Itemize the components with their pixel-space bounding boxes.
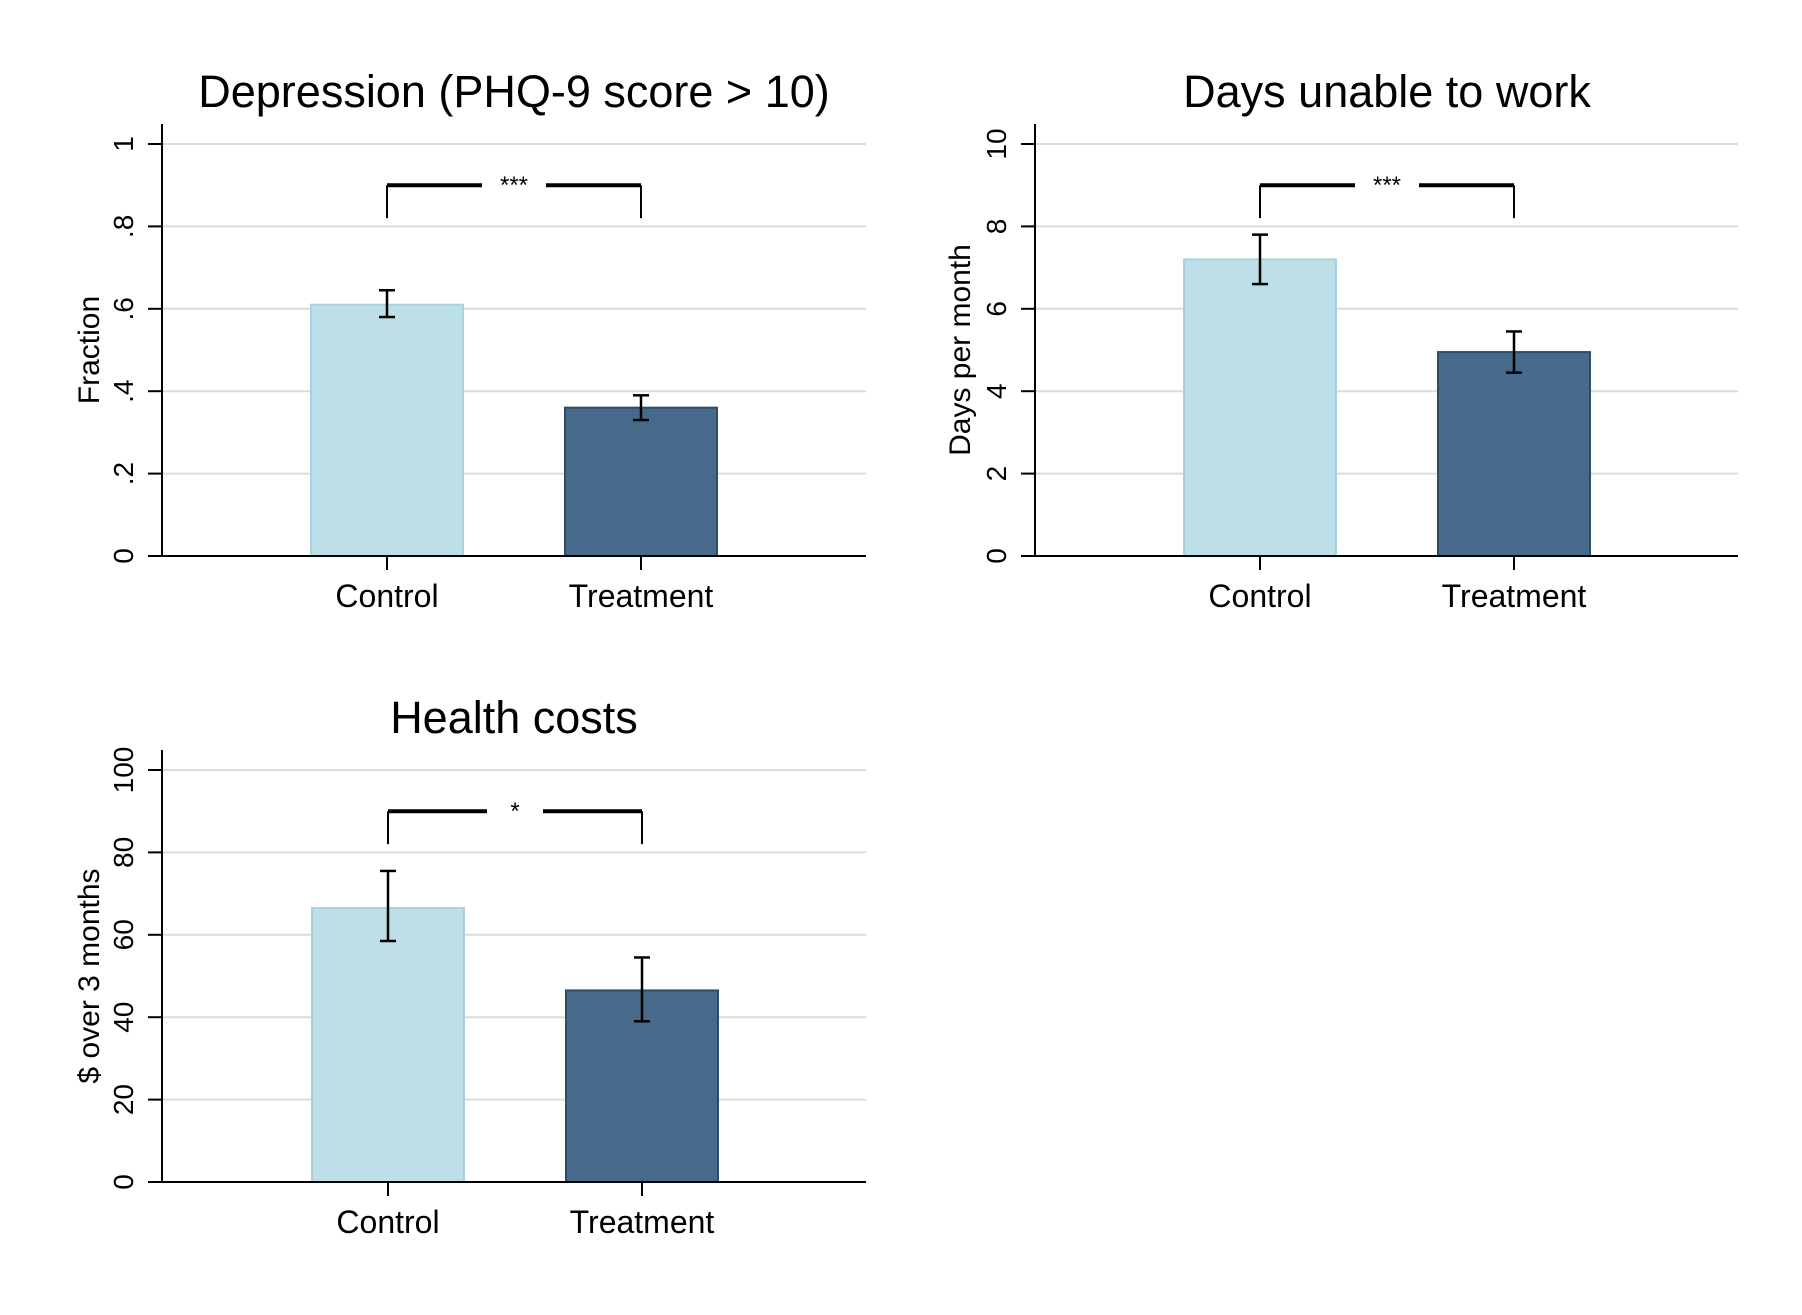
y-tick-label: .6: [108, 297, 139, 320]
y-tick-label: 60: [108, 919, 139, 950]
bar: [310, 303, 464, 557]
y-tick-label: .8: [108, 215, 139, 238]
chart-panel: 0 20 40 60 80 100 Control Treatment $ over 3 mon…: [73, 692, 866, 1240]
chart-title: Depression (PHQ-9 score > 10): [198, 66, 830, 117]
y-tick-label: .2: [108, 462, 139, 485]
x-tick-label: Control: [335, 578, 438, 614]
y-tick-label: 100: [108, 747, 139, 794]
x-tick-label: Treatment: [1442, 578, 1587, 614]
bar: [311, 907, 465, 1184]
significance-label: ***: [1373, 172, 1401, 199]
y-tick-label: 0: [981, 548, 1012, 564]
y-tick-label: 20: [108, 1084, 139, 1115]
bar: [564, 406, 718, 557]
chart-title: Days unable to work: [1183, 66, 1591, 117]
y-axis-title: Fraction: [73, 296, 106, 404]
significance-label: ***: [500, 172, 528, 199]
y-tick-label: 0: [108, 1174, 139, 1190]
y-axis-title: $ over 3 months: [73, 868, 106, 1083]
y-tick-label: 10: [981, 128, 1012, 159]
bar: [1183, 258, 1337, 557]
bar: [1437, 351, 1591, 557]
y-tick-label: .4: [108, 380, 139, 403]
y-tick-label: 80: [108, 837, 139, 868]
y-tick-label: 6: [981, 301, 1012, 317]
chart-title: Health costs: [390, 692, 638, 743]
chart-panel: 0 .2 .4 .6 .8 1 Control Treatment Fraction Depres…: [73, 66, 866, 614]
chart-panel: 0 2 4 6 8 10 Control Treatment Days per month Day…: [944, 66, 1738, 614]
y-tick-label: 4: [981, 383, 1012, 399]
y-tick-label: 40: [108, 1002, 139, 1033]
y-tick-label: 1: [108, 136, 139, 152]
y-tick-label: 2: [981, 466, 1012, 482]
x-tick-label: Treatment: [569, 578, 714, 614]
x-tick-label: Control: [336, 1204, 439, 1240]
y-axis-title: Days per month: [944, 244, 977, 456]
x-tick-label: Treatment: [570, 1204, 715, 1240]
y-tick-label: 8: [981, 219, 1012, 235]
y-tick-label: 0: [108, 548, 139, 564]
x-tick-label: Control: [1208, 578, 1311, 614]
significance-label: *: [510, 798, 519, 825]
